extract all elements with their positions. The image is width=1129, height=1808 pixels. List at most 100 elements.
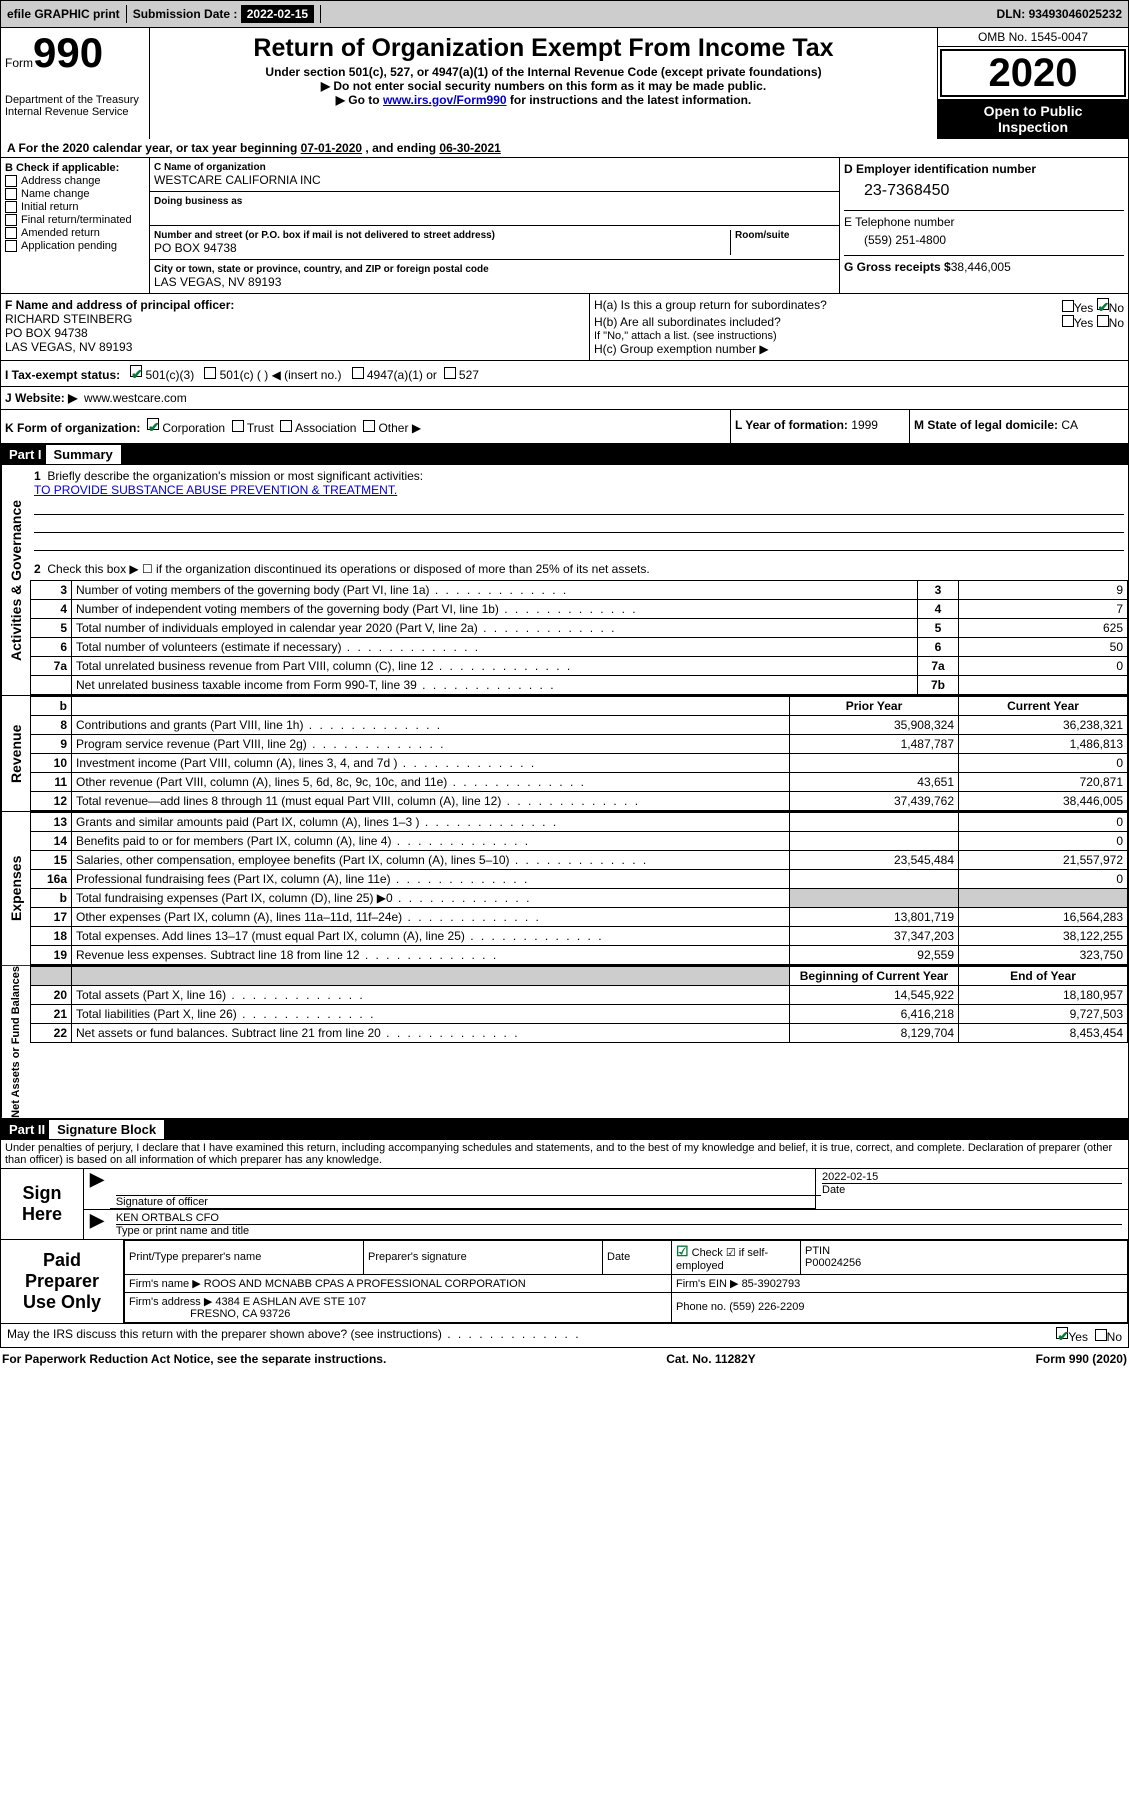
firm-phone: (559) 226-2209 xyxy=(729,1301,804,1313)
checkbox-501c[interactable] xyxy=(204,367,216,379)
street: PO BOX 94738 xyxy=(154,241,730,255)
part-1-header: Part ISummary xyxy=(0,444,1129,465)
tab-expenses: Expenses xyxy=(1,812,30,965)
table-row: 10Investment income (Part VIII, column (… xyxy=(31,754,1128,773)
header-grid: B Check if applicable: Address change Na… xyxy=(0,158,1129,294)
sign-here-label: Sign Here xyxy=(1,1169,84,1239)
officer-name: RICHARD STEINBERG xyxy=(5,312,585,326)
section-expenses: Expenses 13Grants and similar amounts pa… xyxy=(0,812,1129,966)
checkbox-final[interactable] xyxy=(5,214,17,226)
irs-link[interactable]: www.irs.gov/Form990 xyxy=(383,93,507,107)
tax-year: 2020 xyxy=(940,49,1126,97)
checkbox-initial[interactable] xyxy=(5,201,17,213)
efile-label: efile GRAPHIC print xyxy=(1,5,127,23)
table-row: 4Number of independent voting members of… xyxy=(31,600,1128,619)
ein: 23-7368450 xyxy=(844,176,1124,206)
table-row: 21Total liabilities (Part X, line 26)6,4… xyxy=(31,1005,1128,1024)
tax-period: A For the 2020 calendar year, or tax yea… xyxy=(0,139,1129,158)
block-b: B Check if applicable: Address change Na… xyxy=(1,158,150,293)
table-row: 12Total revenue—add lines 8 through 11 (… xyxy=(31,792,1128,811)
submission-date-value: 2022-02-15 xyxy=(241,5,314,23)
h-a: H(a) Is this a group return for subordin… xyxy=(594,298,827,315)
table-row: 5Total number of individuals employed in… xyxy=(31,619,1128,638)
paid-preparer-block: Paid Preparer Use Only Print/Type prepar… xyxy=(0,1240,1129,1324)
tab-revenue: Revenue xyxy=(1,696,30,811)
table-row: 20Total assets (Part X, line 16)14,545,9… xyxy=(31,986,1128,1005)
dln-value: 93493046025232 xyxy=(1029,7,1122,21)
year-formation: 1999 xyxy=(851,418,878,432)
table-row: 11Other revenue (Part VIII, column (A), … xyxy=(31,773,1128,792)
table-row: 15Salaries, other compensation, employee… xyxy=(31,851,1128,870)
ptin: P00024256 xyxy=(805,1257,861,1269)
checkbox-amended[interactable] xyxy=(5,227,17,239)
checkbox-4947[interactable] xyxy=(352,367,364,379)
section-net-assets: Net Assets or Fund Balances Beginning of… xyxy=(0,966,1129,1119)
page-footer: For Paperwork Reduction Act Notice, see … xyxy=(0,1348,1129,1370)
checkbox-assoc[interactable] xyxy=(280,420,292,432)
open-inspection: Open to PublicInspection xyxy=(938,99,1128,139)
revenue-table: bPrior YearCurrent Year 8Contributions a… xyxy=(30,696,1128,811)
form-title: Return of Organization Exempt From Incom… xyxy=(154,34,933,63)
table-row: 6Total number of volunteers (estimate if… xyxy=(31,638,1128,657)
subtitle-1: Under section 501(c), 527, or 4947(a)(1)… xyxy=(154,65,933,79)
table-row: 13Grants and similar amounts paid (Part … xyxy=(31,813,1128,832)
h-c: H(c) Group exemption number ▶ xyxy=(594,342,1124,356)
table-row: 3Number of voting members of the governi… xyxy=(31,581,1128,600)
block-i: I Tax-exempt status: ✔ 501(c)(3) 501(c) … xyxy=(0,361,1129,387)
table-row: 9Program service revenue (Part VIII, lin… xyxy=(31,735,1128,754)
net-table: Beginning of Current YearEnd of Year 20T… xyxy=(30,966,1128,1043)
form-header: Form990 Department of the Treasury Inter… xyxy=(0,28,1129,139)
table-row: Net unrelated business taxable income fr… xyxy=(31,676,1128,695)
sign-date: 2022-02-15 xyxy=(822,1171,1122,1183)
form-number: 990 xyxy=(33,29,103,76)
table-row: bTotal fundraising expenses (Part IX, co… xyxy=(31,889,1128,908)
city: LAS VEGAS, NV 89193 xyxy=(154,275,835,289)
h-b: H(b) Are all subordinates included? xyxy=(594,315,781,330)
checkbox-501c3[interactable]: ✔ xyxy=(130,365,142,377)
officer-typed: KEN ORTBALS CFO xyxy=(116,1212,1122,1224)
subtitle-2a: ▶ Do not enter social security numbers o… xyxy=(154,79,933,93)
table-row: 16aProfessional fundraising fees (Part I… xyxy=(31,870,1128,889)
firm-name: ROOS AND MCNABB CPAS A PROFESSIONAL CORP… xyxy=(204,1278,526,1290)
checkbox-527[interactable] xyxy=(444,367,456,379)
omb-number: OMB No. 1545-0047 xyxy=(938,28,1128,47)
section-revenue: Revenue bPrior YearCurrent Year 8Contrib… xyxy=(0,696,1129,812)
website: www.westcare.com xyxy=(84,391,187,405)
firm-ein: 85-3902793 xyxy=(742,1278,801,1290)
period-begin: 07-01-2020 xyxy=(301,141,362,155)
tab-net-assets: Net Assets or Fund Balances xyxy=(1,966,30,1118)
block-f-h: F Name and address of principal officer:… xyxy=(0,294,1129,361)
checkbox-other[interactable] xyxy=(363,420,375,432)
tab-governance: Activities & Governance xyxy=(1,465,30,695)
arrow-icon: ▶ xyxy=(84,1210,110,1239)
block-j: J Website: ▶ www.westcare.com xyxy=(0,387,1129,410)
perjury-text: Under penalties of perjury, I declare th… xyxy=(0,1140,1129,1169)
org-name: WESTCARE CALIFORNIA INC xyxy=(154,173,835,187)
block-d-e-g: D Employer identification number 23-7368… xyxy=(839,158,1128,293)
checkbox-pending[interactable] xyxy=(5,240,17,252)
table-row: 8Contributions and grants (Part VIII, li… xyxy=(31,716,1128,735)
gross-receipts: 38,446,005 xyxy=(951,260,1011,274)
checkbox-name-change[interactable] xyxy=(5,188,17,200)
section-governance: Activities & Governance 1 Briefly descri… xyxy=(0,465,1129,696)
part-2-header: Part IISignature Block xyxy=(0,1119,1129,1140)
block-c: C Name of organization WESTCARE CALIFORN… xyxy=(150,158,839,293)
mission-link[interactable]: TO PROVIDE SUBSTANCE ABUSE PREVENTION & … xyxy=(34,483,397,497)
table-row: 14Benefits paid to or for members (Part … xyxy=(31,832,1128,851)
table-row: 22Net assets or fund balances. Subtract … xyxy=(31,1024,1128,1043)
telephone: (559) 251-4800 xyxy=(844,229,1124,251)
checkbox-trust[interactable] xyxy=(232,420,244,432)
checkbox-corp[interactable]: ✔ xyxy=(147,418,159,430)
submission-date-label: Submission Date : 2022-02-15 xyxy=(127,5,321,23)
paid-preparer-label: Paid Preparer Use Only xyxy=(1,1240,124,1323)
dln-block: DLN: 93493046025232 xyxy=(991,5,1128,23)
checkbox-addr-change[interactable] xyxy=(5,175,17,187)
dept-treasury: Department of the Treasury Internal Reve… xyxy=(5,94,145,118)
arrow-icon: ▶ xyxy=(84,1169,110,1209)
expenses-table: 13Grants and similar amounts paid (Part … xyxy=(30,812,1128,965)
top-bar: efile GRAPHIC print Submission Date : 20… xyxy=(0,0,1129,28)
table-row: 17Other expenses (Part IX, column (A), l… xyxy=(31,908,1128,927)
state-domicile: CA xyxy=(1061,418,1078,432)
discuss-row: May the IRS discuss this return with the… xyxy=(0,1324,1129,1348)
governance-table: 3Number of voting members of the governi… xyxy=(30,580,1128,695)
